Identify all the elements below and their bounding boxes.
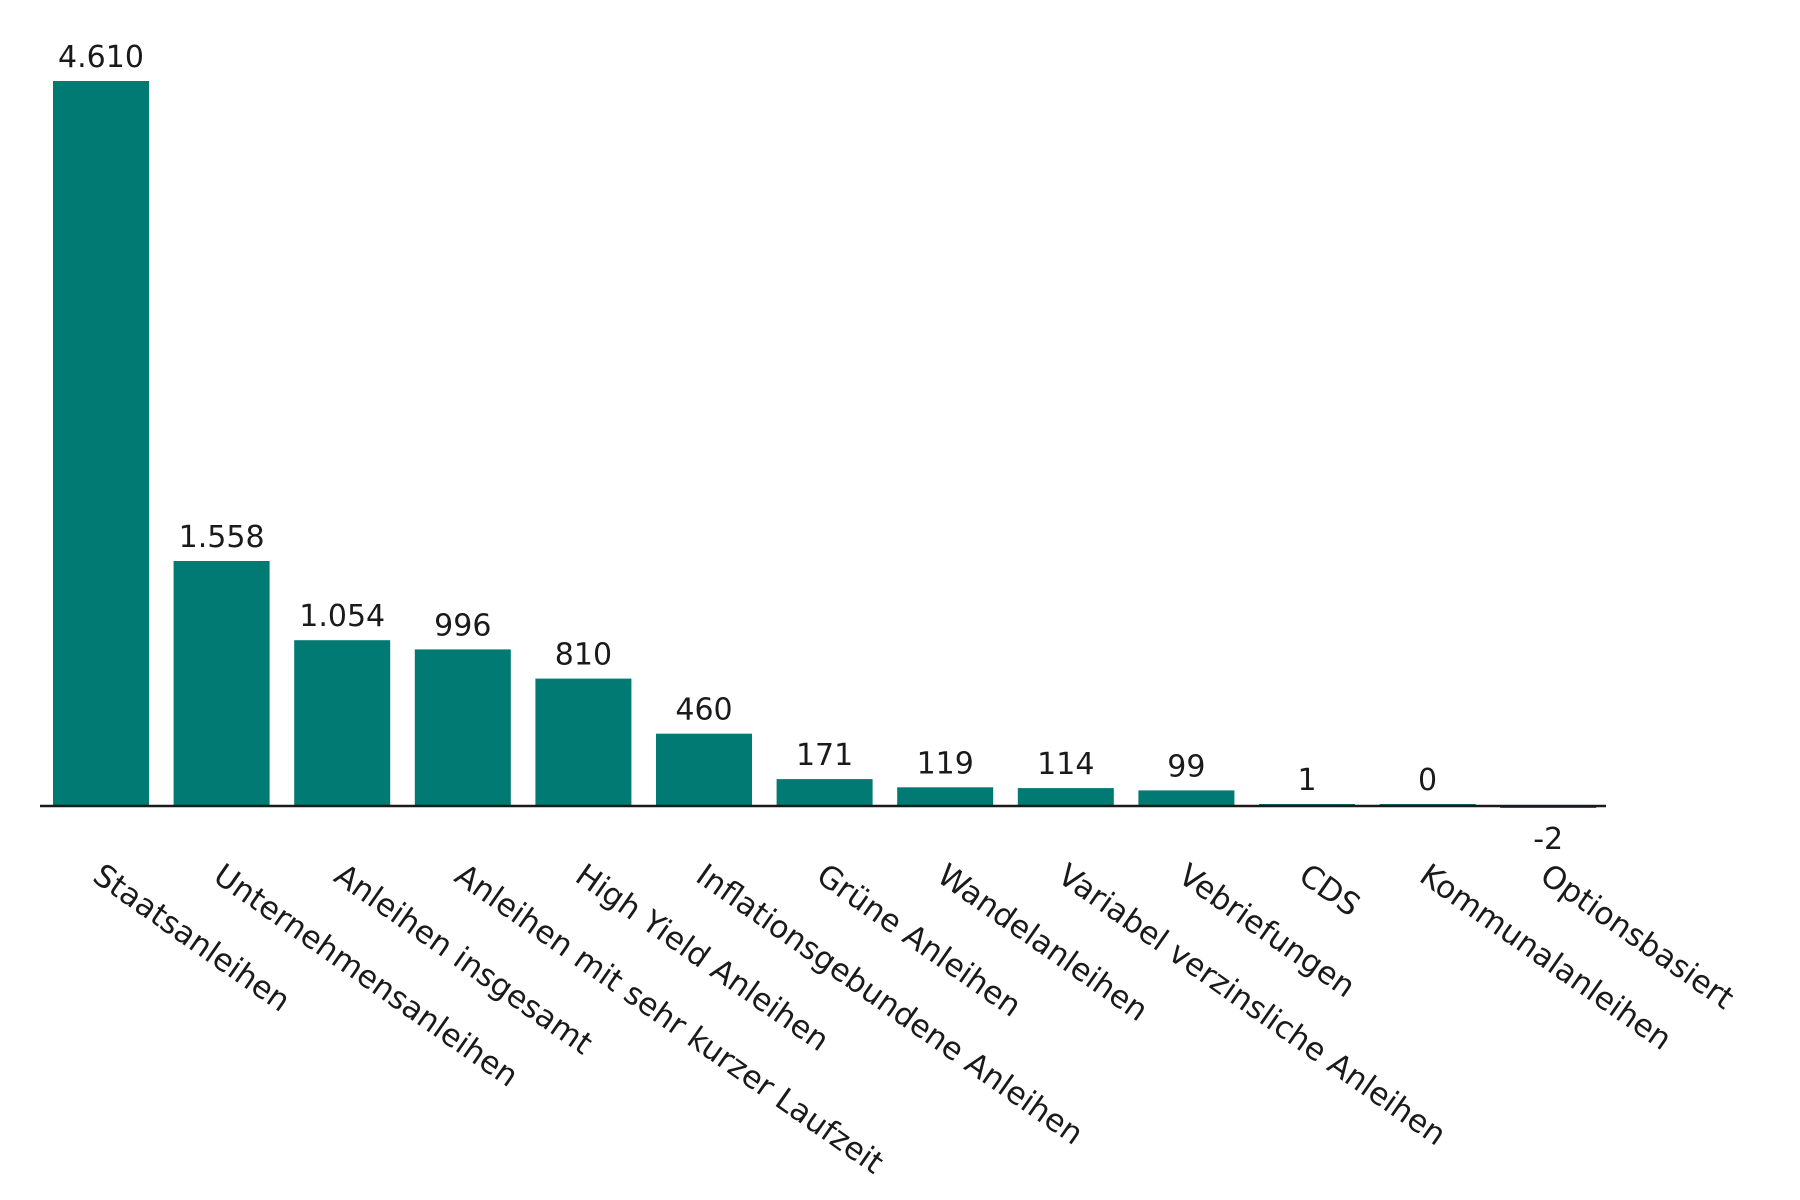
bar-value-label: 114 [1037, 747, 1094, 782]
bar-value-label: 99 [1167, 749, 1205, 784]
bar-6 [656, 733, 752, 806]
category-label: CDS [1292, 857, 1366, 924]
bar-7 [776, 779, 873, 806]
category-label: Anleihen mit sehr kurzer Laufzeit [448, 857, 890, 1181]
bar-value-label: 996 [434, 608, 491, 643]
bar-value-label: 1 [1297, 763, 1316, 798]
category-label: Wandelanleihen [931, 857, 1155, 1029]
bar-value-label: 0 [1418, 763, 1437, 798]
bar-value-label: 460 [675, 693, 732, 728]
bar-value-label: 810 [555, 638, 612, 673]
category-label: Optionsbasiert [1534, 857, 1741, 1017]
bar-10 [1138, 790, 1235, 806]
bar-4 [414, 649, 511, 806]
bar-value-label: 4.610 [58, 40, 144, 75]
bar-3 [294, 640, 391, 806]
bar-value-label: 1.054 [299, 599, 385, 634]
bar-5 [535, 678, 632, 806]
category-label: Grüne Anleihen [810, 857, 1028, 1024]
bar-8 [897, 787, 994, 806]
bar-value-label: 1.558 [179, 520, 265, 555]
bar-value-label: 119 [917, 746, 974, 781]
bar-1 [53, 81, 149, 806]
bar-value-label: 171 [796, 738, 853, 773]
category-label: Staatsanleihen [86, 857, 296, 1019]
bar-9 [1017, 788, 1114, 806]
bar-2 [173, 561, 270, 806]
bar-value-label: -2 [1533, 822, 1563, 857]
